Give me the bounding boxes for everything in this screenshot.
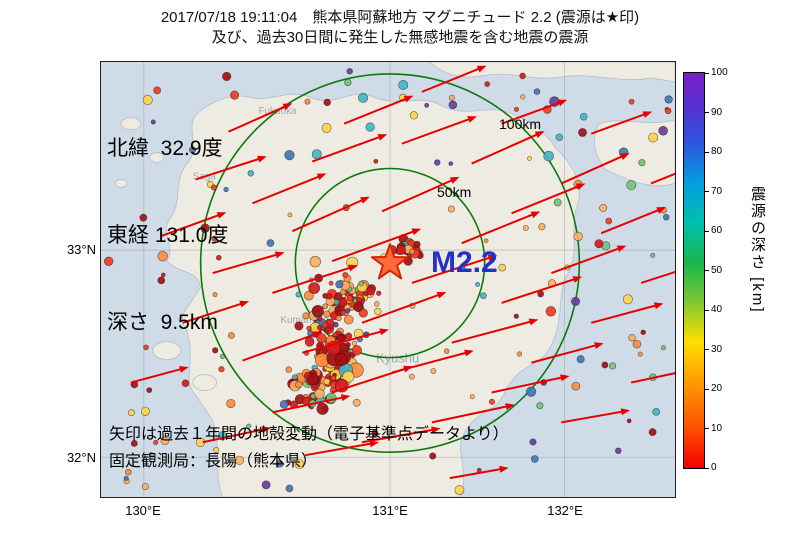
title-line-1: 2017/07/18 19:11:04 熊本県阿蘇地方 マグニチュード 2.2 … bbox=[160, 9, 640, 26]
depth-colorbar: 0 10 20 30 40 50 60 70 80 90 100 bbox=[683, 67, 753, 473]
colorbar-tick-mark bbox=[705, 151, 709, 153]
footnote-line-2: 固定観測局：長陽（熊本県） bbox=[109, 453, 318, 470]
lon-tick-label: 130°E bbox=[125, 503, 161, 518]
colorbar-tick-mark bbox=[705, 309, 709, 311]
footnote-line-1: 矢印は過去１年間の地殻変動（電子基準点データより） bbox=[109, 426, 509, 443]
inner-circle-label: 50km bbox=[437, 184, 472, 200]
colorbar-tick-mark bbox=[705, 191, 709, 192]
colorbar-tick-mark bbox=[705, 428, 709, 429]
earthquake-dots bbox=[103, 68, 673, 495]
colorbar-axis-label: 震源の深さ [km] bbox=[749, 186, 766, 314]
epicenter-star bbox=[370, 243, 410, 280]
colorbar-tick-mark bbox=[705, 112, 709, 113]
colorbar-tick-mark bbox=[705, 72, 709, 74]
epicenter-latitude: 北緯 32.9度 bbox=[107, 137, 223, 160]
colorbar-tick-label: 60 bbox=[711, 225, 723, 236]
colorbar-tick-mark bbox=[705, 467, 709, 469]
outer-circle-label: 100km bbox=[499, 116, 542, 132]
gps-vector-arrows bbox=[130, 65, 675, 480]
lon-tick-label: 131°E bbox=[372, 503, 408, 518]
colorbar-tick-label: 40 bbox=[711, 304, 723, 315]
epicenter-longitude: 東経 131.0度 bbox=[107, 224, 229, 247]
colorbar-gradient bbox=[683, 72, 705, 469]
colorbar-tick-label: 80 bbox=[711, 146, 723, 157]
colorbar-tick-label: 50 bbox=[711, 264, 723, 276]
colorbar-tick-label: 0 bbox=[711, 462, 717, 473]
colorbar-tick-mark bbox=[705, 230, 709, 232]
epicenter-info-block: 北緯 32.9度 東経 131.0度 深さ 9.5km bbox=[107, 76, 228, 395]
lat-tick-label: 33°N bbox=[66, 242, 96, 257]
colorbar-tick-label: 20 bbox=[711, 383, 723, 394]
colorbar-tick-mark bbox=[705, 349, 709, 350]
colorbar-tick-label: 90 bbox=[711, 106, 723, 118]
colorbar-tick-label: 70 bbox=[711, 185, 723, 197]
colorbar-tick-label: 30 bbox=[711, 343, 723, 355]
epicenter-depth: 深さ 9.5km bbox=[107, 311, 218, 334]
title-line-2: 及び、過去30日間に発生した無感地震を含む地震の震源 bbox=[211, 29, 589, 46]
colorbar-tick-label: 10 bbox=[711, 422, 723, 434]
lon-tick-label: 132°E bbox=[547, 503, 583, 518]
map-plot-area: FukuokaSagaKumamotoKyushu 北緯 32.9度 東経 13… bbox=[100, 61, 676, 498]
lat-tick-label: 32°N bbox=[66, 450, 96, 465]
colorbar-tick-label: 100 bbox=[711, 67, 728, 78]
colorbar-tick-mark bbox=[705, 388, 709, 390]
magnitude-label: M2.2 bbox=[431, 246, 498, 279]
colorbar-tick-mark bbox=[705, 270, 709, 271]
map-canvas: FukuokaSagaKumamotoKyushu bbox=[101, 62, 675, 497]
figure-title: 2017/07/18 19:11:04 熊本県阿蘇地方 マグニチュード 2.2 … bbox=[0, 8, 800, 48]
svg-text:Kumamoto: Kumamoto bbox=[280, 315, 329, 326]
